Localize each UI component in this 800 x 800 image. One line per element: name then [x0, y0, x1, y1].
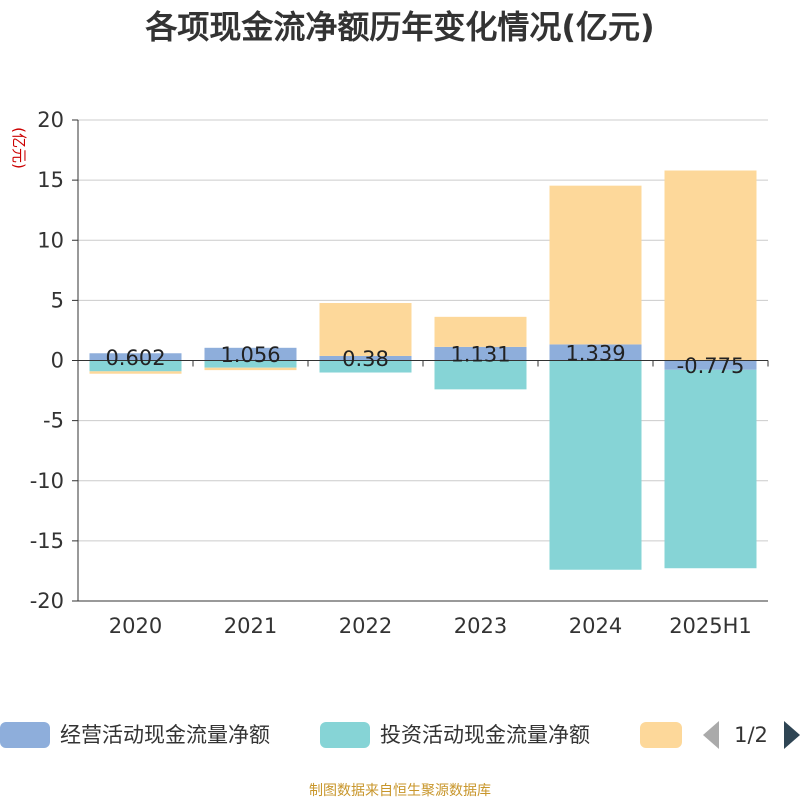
bar-series-2-2024[interactable]	[549, 185, 642, 345]
data-label-operating: 0.38	[342, 347, 389, 371]
data-labels: 0.602 1.056 0.38 1.131 1.339 -0.775	[105, 341, 744, 378]
x-tick-label: 2023	[454, 614, 507, 638]
bar-series-0-2020[interactable]	[89, 353, 182, 361]
legend-swatch-investing[interactable]	[320, 722, 370, 748]
y-axis-unit: (亿元)	[10, 127, 28, 169]
y-tick-label: -5	[43, 409, 64, 433]
y-tick-label: 0	[51, 349, 64, 373]
chart-title: 各项现金流净额历年变化情况(亿元)	[145, 8, 654, 46]
legend-prev-page-icon[interactable]	[703, 721, 719, 749]
bar-series-1-2021[interactable]	[204, 360, 297, 368]
data-label-operating: 1.339	[565, 341, 625, 365]
bar-series-1-2022[interactable]	[319, 360, 412, 373]
y-tick-label: -20	[30, 589, 64, 613]
legend-pager: 1/2	[734, 723, 768, 747]
legend-swatch-operating[interactable]	[0, 722, 50, 748]
bar-series-2-2022[interactable]	[319, 303, 412, 356]
bar-series-0-2025H1[interactable]	[664, 360, 757, 370]
bar-series-1-2025H1[interactable]	[664, 369, 757, 569]
bar-series-1-2024[interactable]	[549, 360, 642, 570]
bar-series-0-2024[interactable]	[549, 344, 642, 361]
bar-series-0-2023[interactable]	[434, 346, 527, 361]
data-label-operating: 1.131	[450, 343, 510, 367]
legend-next-page-icon[interactable]	[784, 721, 800, 749]
y-tick-label: 5	[51, 288, 64, 312]
legend-label-investing[interactable]: 投资活动现金流量净额	[380, 723, 590, 747]
data-label-operating: 1.056	[220, 343, 280, 367]
bar-series-1-2020[interactable]	[89, 360, 182, 372]
data-label-operating: 0.602	[105, 346, 165, 370]
y-tick-label: 20	[37, 108, 64, 132]
y-tick-label: -15	[30, 529, 64, 553]
bar-series-1-2023[interactable]	[434, 360, 527, 390]
bars	[89, 170, 757, 570]
x-tick-label: 2021	[224, 614, 277, 638]
x-tick-label: 2022	[339, 614, 392, 638]
y-tick-label: 15	[37, 168, 64, 192]
y-tick-label: -10	[30, 469, 64, 493]
bar-series-0-2022[interactable]	[319, 355, 412, 361]
x-tick-label: 2025H1	[669, 614, 752, 638]
axes: 20 15 10 5 0 -5 -10 -15 -20 2020 2021 2022 2023 2024 2…	[30, 108, 769, 638]
bar-series-2-2021[interactable]	[204, 367, 297, 371]
legend-swatch-financing[interactable]	[640, 722, 682, 748]
y-tick-label: 10	[37, 228, 64, 252]
legend-label-operating[interactable]: 经营活动现金流量净额	[60, 723, 270, 747]
legend: 经营活动现金流量净额 投资活动现金流量净额 1/2	[0, 721, 800, 749]
x-tick-label: 2020	[109, 614, 162, 638]
bar-series-2-2023[interactable]	[434, 316, 527, 347]
source-note: 制图数据来自恒生聚源数据库	[309, 783, 491, 799]
bar-series-2-2025H1[interactable]	[664, 170, 757, 361]
x-tick-label: 2024	[569, 614, 622, 638]
bar-series-0-2021[interactable]	[204, 347, 297, 361]
bar-series-2-2020[interactable]	[89, 371, 182, 374]
data-label-operating: -0.775	[677, 354, 745, 378]
